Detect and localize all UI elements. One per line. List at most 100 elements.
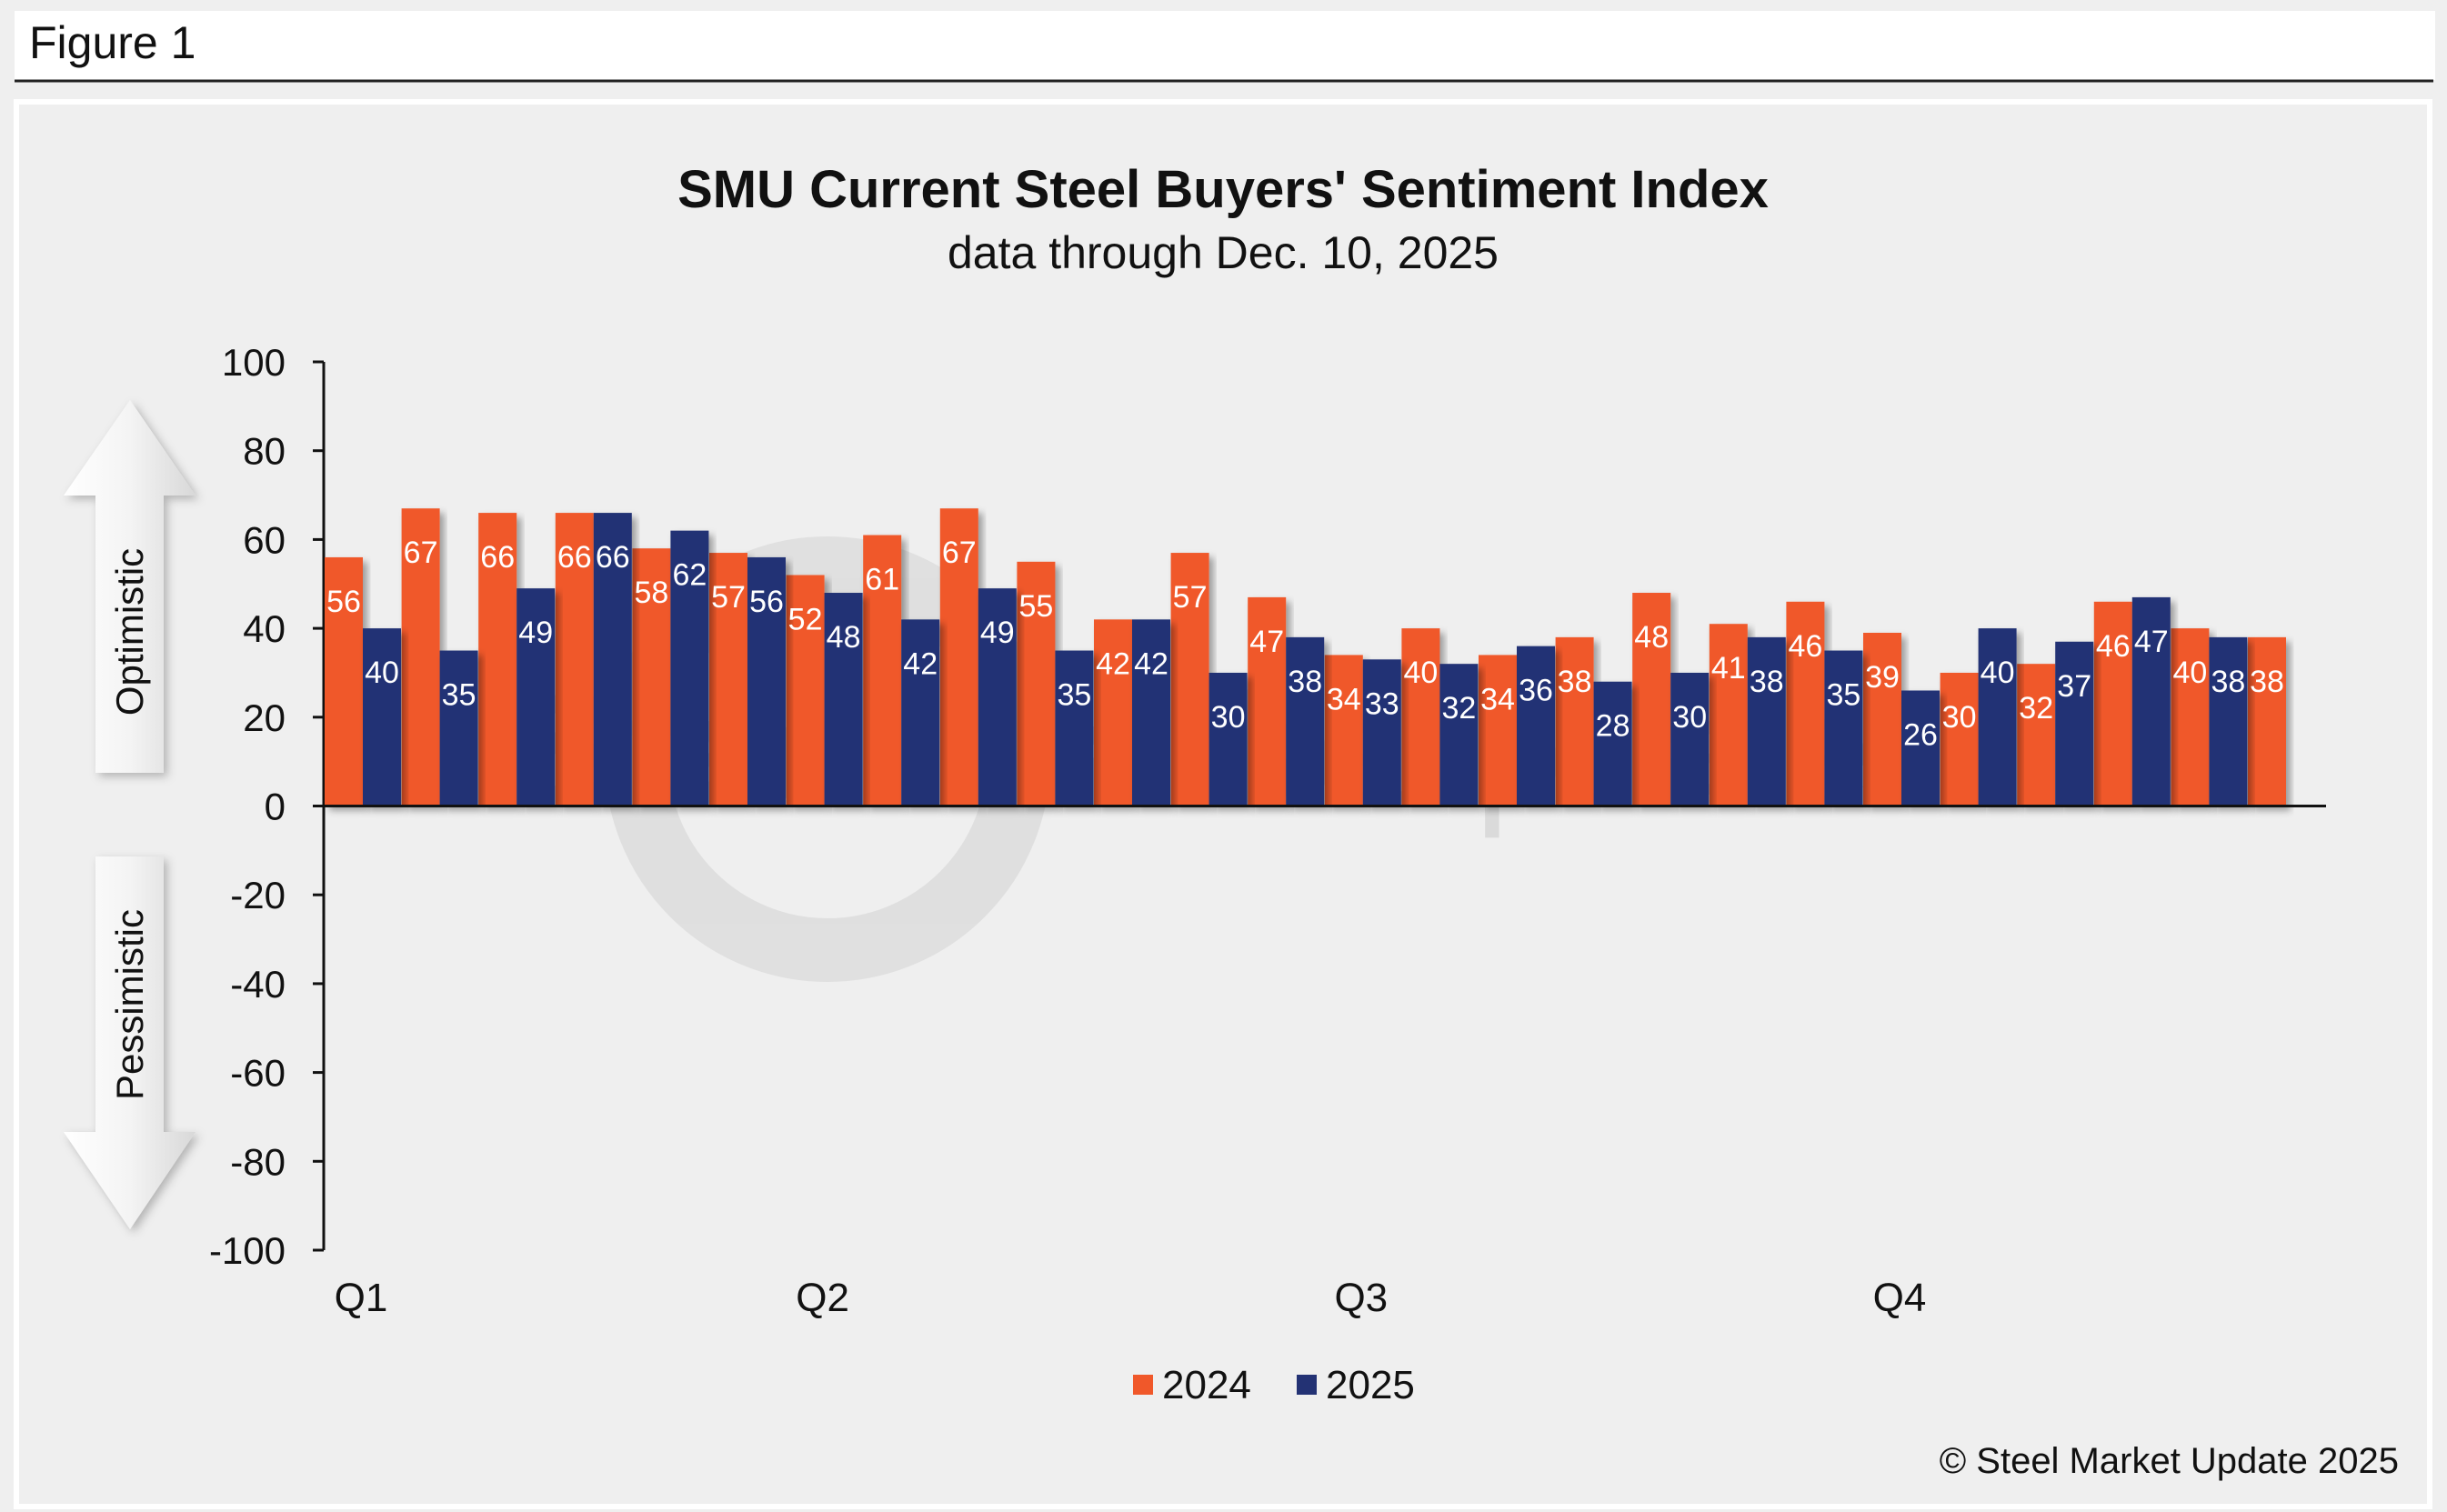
data-label-2024: 38 <box>1558 665 1592 699</box>
bar-2024 <box>1479 655 1517 806</box>
data-label-2024: 34 <box>1327 682 1361 716</box>
bar-2025 <box>593 513 632 806</box>
data-label-2024: 41 <box>1711 651 1746 686</box>
y-tick-label: 0 <box>265 786 286 828</box>
data-label-2025: 56 <box>749 585 784 619</box>
figure-header-band <box>15 11 2435 80</box>
bar-2024 <box>1709 624 1748 806</box>
data-label-2024: 40 <box>2172 656 2207 690</box>
legend-swatch-2025 <box>1297 1375 1317 1395</box>
y-axis: 100 80 60 40 20 0 -20 -40 -60 -80 -100 <box>209 341 326 1272</box>
data-label-2024: 48 <box>1634 620 1669 655</box>
data-label-2024: 67 <box>942 536 977 570</box>
bar-2024 <box>1017 561 1056 806</box>
data-label-2025: 30 <box>1672 700 1707 735</box>
data-label-2025: 35 <box>1057 678 1091 713</box>
figure-label: Figure 1 <box>29 17 196 68</box>
data-label-2024: 66 <box>557 540 592 575</box>
bar-2025 <box>978 588 1017 806</box>
bar-2025 <box>2055 641 2094 806</box>
bar-2025 <box>439 650 478 806</box>
x-tick-label: Q2 <box>796 1276 849 1320</box>
bar-2025 <box>747 556 786 806</box>
y-tick-label: -20 <box>230 874 286 916</box>
data-label-2025: 49 <box>980 616 1015 650</box>
data-label-2025: 38 <box>1750 665 1784 699</box>
bar-2024 <box>2093 601 2132 806</box>
bar-2025 <box>1055 650 1094 806</box>
data-label-2024: 32 <box>2019 691 2053 726</box>
bar-2024 <box>478 513 517 806</box>
bar-2024 <box>1401 628 1440 806</box>
data-label-2024: 66 <box>480 540 515 575</box>
bar-2024 <box>325 556 363 806</box>
bar-2025 <box>1286 636 1325 806</box>
y-tick-label: -100 <box>209 1229 286 1272</box>
bar-2024 <box>709 553 747 806</box>
pessimistic-arrow-icon <box>64 856 196 1229</box>
data-label-2024: 61 <box>865 563 899 597</box>
data-label-2024: 40 <box>1403 656 1438 690</box>
data-label-2024: 46 <box>1788 629 1822 664</box>
data-label-2025: 35 <box>1826 678 1860 713</box>
chart-subtitle: data through Dec. 10, 2025 <box>948 227 1499 278</box>
bar-2024 <box>1786 601 1825 806</box>
data-label-2025: 30 <box>1211 700 1246 735</box>
x-tick-label: Q3 <box>1334 1276 1388 1320</box>
y-tick-label: 60 <box>243 518 286 561</box>
bar-2024 <box>1555 636 1594 806</box>
bar-2024 <box>632 548 671 806</box>
bar-2025 <box>363 628 401 806</box>
bar-2025 <box>824 593 863 806</box>
data-label-2024: 52 <box>788 602 823 636</box>
x-tick-label: Q1 <box>335 1276 388 1320</box>
bars <box>325 508 2286 806</box>
data-label-2025: 35 <box>442 678 476 713</box>
data-label-2025: 38 <box>1288 665 1322 699</box>
optimistic-arrow-icon <box>64 400 196 773</box>
bar-2024 <box>786 575 825 806</box>
y-tick-label: 40 <box>243 607 286 650</box>
data-label-2024: 57 <box>1173 580 1208 615</box>
data-label-2025: 28 <box>1596 709 1630 744</box>
data-label-2025: 36 <box>1519 674 1553 708</box>
bar-2024 <box>939 508 978 806</box>
bar-2025 <box>516 588 556 806</box>
data-label-2024: 42 <box>1096 646 1130 681</box>
data-label-2025: 47 <box>2134 625 2169 659</box>
bar-2024 <box>1324 655 1363 806</box>
bar-2025 <box>1824 650 1863 806</box>
copyright-note: © Steel Market Update 2025 <box>1940 1441 2399 1481</box>
data-label-2024: 55 <box>1018 589 1053 624</box>
optimistic-label: Optimistic <box>108 548 151 716</box>
data-label-2024: 58 <box>634 576 668 610</box>
bar-2025 <box>670 530 709 806</box>
bar-2025 <box>1132 619 1170 806</box>
y-tick-label: -80 <box>230 1140 286 1183</box>
bar-2025 <box>1978 628 2017 806</box>
data-label-2025: 42 <box>1134 646 1168 681</box>
bar-2024 <box>2171 628 2210 806</box>
bar-2024 <box>1940 672 1979 806</box>
data-label-2025: 42 <box>903 646 938 681</box>
legend-swatch-2024 <box>1133 1375 1153 1395</box>
data-label-2025: 62 <box>672 558 707 593</box>
data-label-2025: 38 <box>2211 665 2245 699</box>
bar-2025 <box>1593 681 1632 806</box>
bar-2025 <box>901 619 940 806</box>
legend-label-2025: 2025 <box>1326 1363 1415 1407</box>
bar-2024 <box>2017 664 2056 806</box>
data-label-2025: 40 <box>365 656 399 690</box>
y-tick-label: 80 <box>243 430 286 473</box>
data-label-2025: 48 <box>827 620 861 655</box>
data-label-2025: 40 <box>1981 656 2015 690</box>
bar-2025 <box>1517 646 1555 806</box>
data-label-2025: 66 <box>596 540 630 575</box>
bar-2024 <box>2248 636 2286 806</box>
data-label-2025: 37 <box>2057 669 2091 704</box>
chart-title: SMU Current Steel Buyers' Sentiment Inde… <box>677 160 1769 219</box>
data-label-2024: 30 <box>1942 700 1977 735</box>
data-label-2024: 38 <box>2250 665 2284 699</box>
bar-2025 <box>1208 672 1248 806</box>
